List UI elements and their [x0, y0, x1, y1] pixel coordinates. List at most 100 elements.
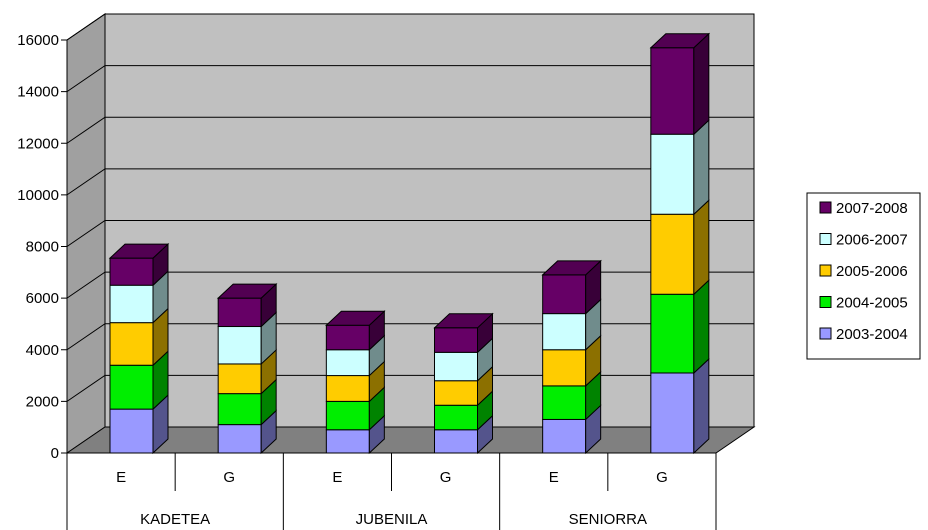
bar-segment: [542, 404, 602, 455]
bar-stack-2: [216, 282, 278, 455]
bar-top: [216, 283, 278, 299]
bar-segment: [542, 298, 602, 351]
legend-label: 2003-2004: [836, 326, 908, 343]
bar-segment: [109, 307, 169, 367]
bar-stack-4: [433, 312, 494, 455]
bar-segment: [325, 334, 385, 377]
gridlines: [66, 13, 754, 402]
bar-segment: [434, 337, 493, 382]
bar-front: [542, 274, 587, 315]
legend-item: 2003-2004: [819, 326, 908, 343]
bar-front: [542, 418, 587, 454]
bar-stack-5: [541, 259, 602, 455]
bar-top: [649, 33, 711, 49]
gridline: [66, 271, 754, 299]
bar-front: [325, 324, 370, 351]
bar-segment: [217, 378, 277, 426]
bar-side: [693, 32, 710, 136]
bar-segment: [325, 360, 385, 403]
legend-swatch: [819, 296, 832, 308]
bar-top: [433, 313, 494, 329]
group-label: SENIORRA: [569, 511, 647, 528]
legend-label: 2005-2006: [836, 263, 908, 280]
bar-segment: [109, 270, 169, 324]
y-axis: 0 2000 4000 6000 8000 10000 12000 14000 16000: [17, 32, 68, 462]
y-tick-label: 4000: [26, 342, 59, 359]
bar-front: [650, 372, 695, 454]
bar-segment: [542, 370, 602, 421]
bar-segment: [108, 242, 170, 287]
bar-front: [325, 375, 370, 402]
x-tick-label: G: [656, 469, 668, 486]
bars: [108, 32, 711, 455]
y-tick-label: 2000: [26, 393, 59, 410]
bar-stack-3: [325, 310, 386, 455]
legend-item: 2005-2006: [819, 263, 908, 280]
gridline: [66, 65, 754, 93]
bar-front: [542, 349, 587, 387]
bar-side: [693, 279, 710, 375]
bar-top: [108, 243, 170, 259]
bar-front: [434, 380, 478, 406]
bar-front: [109, 257, 154, 286]
bar-segment: [217, 311, 277, 366]
bar-front: [109, 408, 154, 454]
bar-front: [217, 424, 262, 454]
bar-front: [434, 404, 478, 431]
legend-label: 2004-2005: [836, 295, 908, 312]
bar-front: [542, 385, 587, 420]
y-tick-label: 12000: [17, 135, 59, 152]
bar-front: [650, 213, 695, 295]
legend-swatch: [819, 327, 832, 340]
x-tick-label: G: [223, 469, 235, 486]
bar-stack-1: [108, 242, 170, 455]
gridline: [66, 374, 754, 402]
bar-segment: [434, 365, 493, 407]
legend-item: 2007-2008: [819, 200, 908, 217]
bar-segment: [109, 393, 169, 455]
bar-front: [650, 293, 695, 374]
legend: 2007-2008 2006-2007 2005-2006 2004-2005 2003…: [806, 192, 921, 360]
bar-segment: [434, 414, 493, 455]
y-tick-label: 0: [51, 445, 59, 462]
bar-segment: [650, 357, 710, 455]
group-label: JUBENILA: [356, 511, 428, 528]
x-tick-label: E: [549, 469, 559, 486]
bar-top: [541, 260, 602, 276]
bar-front: [434, 327, 478, 353]
legend-label: 2007-2008: [836, 200, 908, 217]
bar-front: [650, 47, 695, 135]
x-tick-label: G: [440, 469, 452, 486]
legend-swatch: [819, 233, 832, 245]
bar-segment: [650, 199, 710, 296]
bar-side: [693, 119, 710, 216]
y-tick-label: 14000: [17, 84, 59, 101]
gridline: [66, 168, 754, 196]
bar-segment: [650, 119, 710, 216]
bar-front: [109, 322, 154, 366]
legend-label: 2006-2007: [836, 232, 908, 249]
y-tick-label: 6000: [26, 290, 59, 307]
bar-side: [693, 199, 710, 296]
legend-swatch: [819, 201, 832, 214]
bar-front: [325, 349, 370, 377]
bar-front: [434, 429, 478, 454]
bar-front: [217, 393, 262, 426]
category-table: E G E G E G KADETEA JUBENILA SENIORRA: [66, 453, 717, 530]
bar-front: [542, 313, 587, 351]
gridline: [66, 13, 754, 41]
bar-segment: [542, 334, 602, 388]
bar-side: [693, 357, 710, 455]
bar-segment: [216, 282, 278, 328]
y-tick-label: 16000: [17, 32, 59, 49]
bar-front: [650, 133, 695, 215]
x-tick-label: E: [332, 469, 342, 486]
bar-segment: [217, 409, 277, 455]
bar-segment: [649, 32, 711, 136]
bar-segment: [109, 350, 169, 411]
bar-segment: [541, 259, 602, 315]
bar-front: [217, 297, 262, 328]
gridline: [66, 220, 754, 247]
bar-front: [109, 364, 154, 410]
